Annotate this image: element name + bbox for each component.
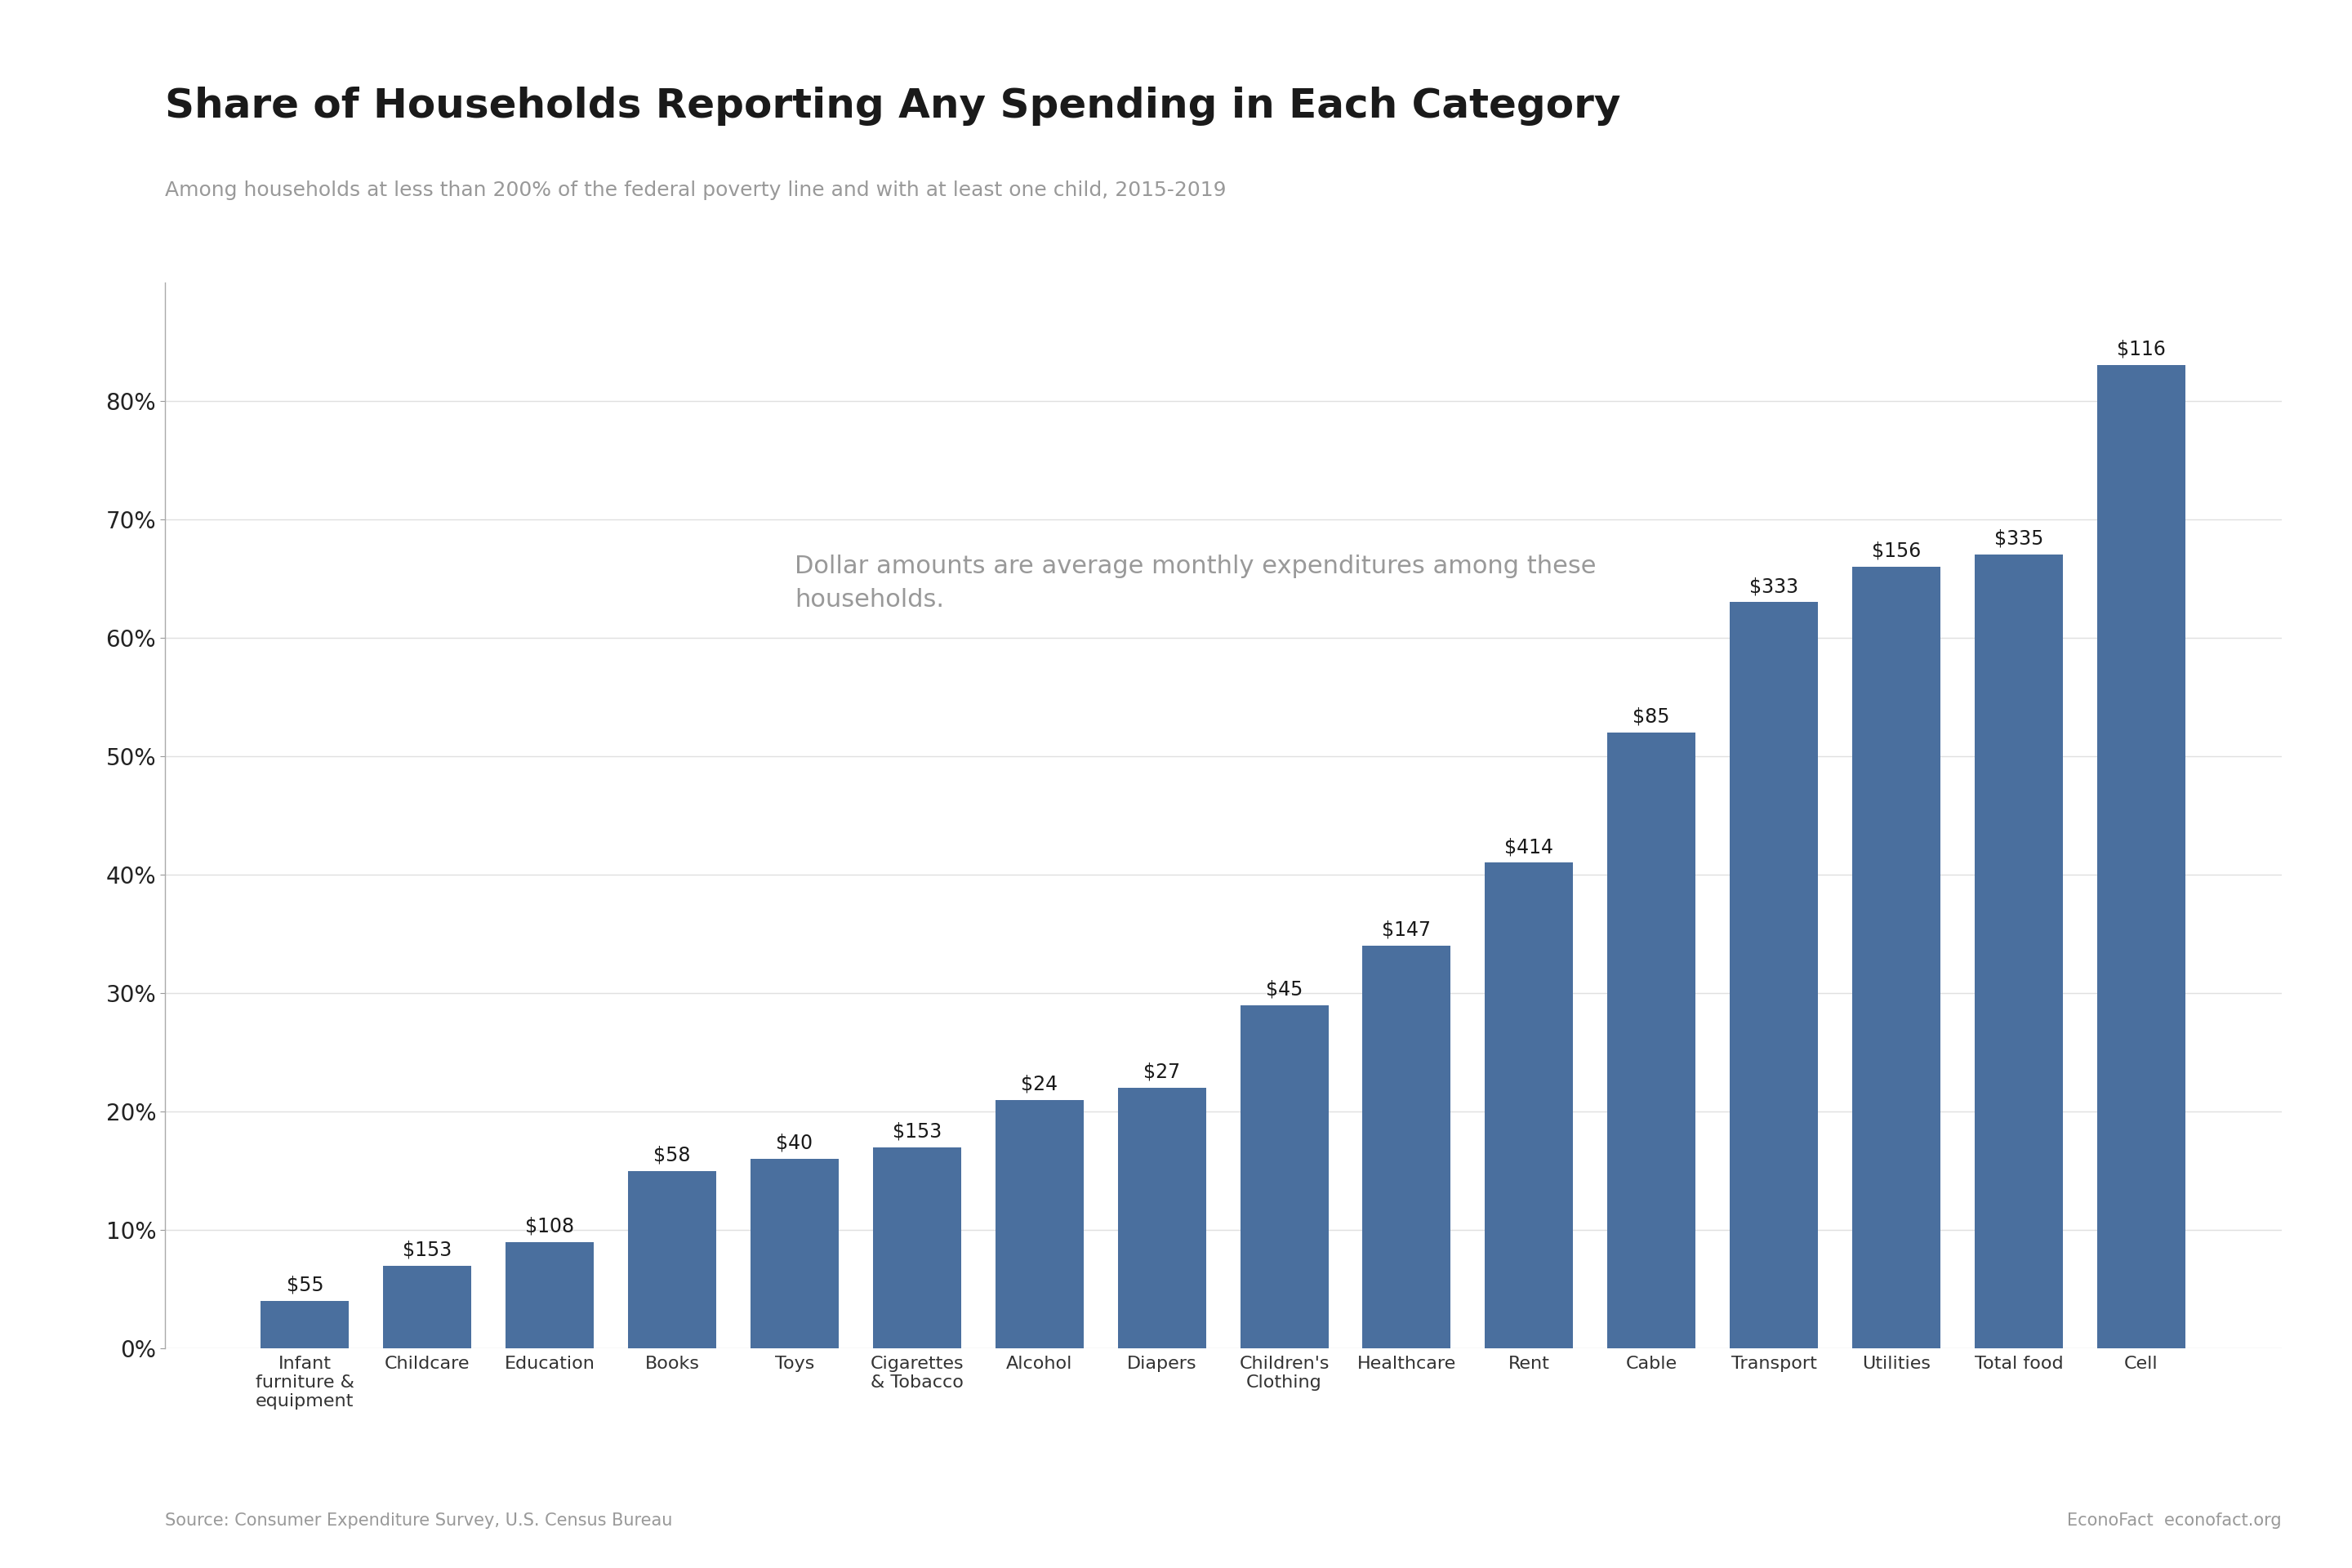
Text: Source: Consumer Expenditure Survey, U.S. Census Bureau: Source: Consumer Expenditure Survey, U.S… [165, 1513, 673, 1529]
Text: $156: $156 [1872, 541, 1922, 561]
Bar [1729, 602, 1818, 1348]
Bar [261, 1301, 348, 1348]
Text: EconoFact  econofact.org: EconoFact econofact.org [2067, 1513, 2281, 1529]
Bar [873, 1148, 962, 1348]
Bar [506, 1242, 593, 1348]
Text: $58: $58 [654, 1145, 691, 1165]
Text: Share of Households Reporting Any Spending in Each Category: Share of Households Reporting Any Spendi… [165, 86, 1621, 125]
Bar [1606, 732, 1696, 1348]
Text: $153: $153 [402, 1240, 452, 1259]
Text: $335: $335 [1994, 530, 2044, 549]
Text: $147: $147 [1383, 920, 1430, 939]
Text: $27: $27 [1143, 1063, 1181, 1082]
Bar [383, 1265, 470, 1348]
Bar [1240, 1005, 1329, 1348]
Text: $45: $45 [1265, 980, 1303, 999]
Bar [1484, 862, 1573, 1348]
Text: $108: $108 [524, 1217, 574, 1236]
Bar [1853, 566, 1940, 1348]
Bar [1976, 555, 2063, 1348]
Text: $414: $414 [1505, 837, 1555, 856]
Text: $40: $40 [776, 1134, 814, 1152]
Text: $153: $153 [891, 1121, 941, 1142]
Bar [1117, 1088, 1207, 1348]
Text: $55: $55 [287, 1276, 325, 1295]
Text: $24: $24 [1021, 1074, 1058, 1094]
Text: Dollar amounts are average monthly expenditures among these
households.: Dollar amounts are average monthly expen… [795, 555, 1597, 612]
Text: Among households at less than 200% of the federal poverty line and with at least: Among households at less than 200% of th… [165, 180, 1225, 199]
Text: $116: $116 [2117, 340, 2166, 359]
Bar [750, 1159, 840, 1348]
Bar [1362, 946, 1451, 1348]
Bar [2098, 365, 2185, 1348]
Bar [995, 1099, 1084, 1348]
Bar [628, 1171, 717, 1348]
Text: $333: $333 [1750, 577, 1799, 596]
Text: $85: $85 [1632, 707, 1670, 726]
